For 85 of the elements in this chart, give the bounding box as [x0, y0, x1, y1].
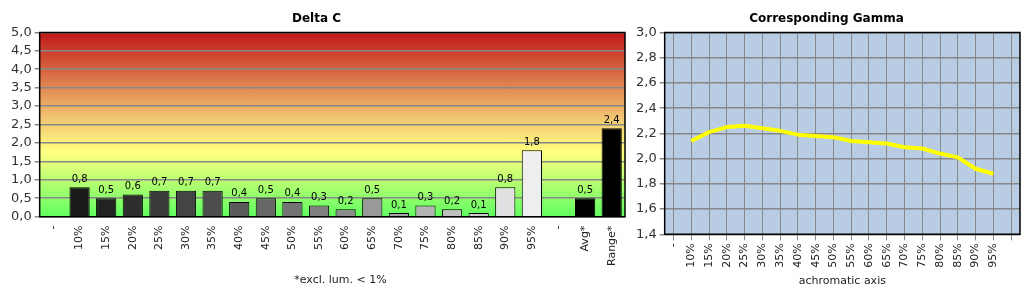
x-tick-label: 55%: [844, 243, 858, 268]
x-tick-label: 50%: [285, 225, 299, 251]
x-tick-label: 85%: [471, 225, 485, 251]
x-tick-label: 80%: [444, 225, 458, 251]
text: *excl. lum. < 1%: [293, 273, 388, 286]
y-tick-label: 4,0: [10, 60, 32, 76]
data-label: 0,5: [364, 183, 381, 195]
data-label: 0,2: [444, 194, 461, 206]
x-tick-label: 95%: [986, 243, 1000, 268]
data-label: 0,1: [470, 198, 487, 210]
y-tick-label: 2,0: [10, 134, 32, 150]
x-tick-label: 70%: [391, 225, 405, 251]
data-label: 0,1: [390, 198, 407, 210]
x-tick-label: 20%: [719, 243, 733, 268]
x-tick-label: 40%: [232, 225, 246, 251]
chart-title: Delta C: [291, 11, 342, 26]
x-tick-label: -: [666, 243, 680, 248]
data-label: 0,2: [337, 194, 354, 206]
x-tick-label: 25%: [152, 225, 166, 251]
x-axis-title: achromatic axis: [798, 274, 887, 288]
x-tick-label: 15%: [99, 225, 113, 251]
x-tick-label: 90%: [968, 243, 982, 268]
y-tick-label: 1,6: [635, 200, 657, 216]
y-tick-label: 1,4: [635, 225, 657, 241]
x-tick-label: 20%: [125, 225, 139, 251]
y-tick-label: 4,5: [10, 42, 32, 58]
x-tick-label: 50%: [826, 243, 840, 268]
x-tick-label: 30%: [178, 225, 192, 251]
chart-title: Corresponding Gamma: [749, 11, 904, 26]
data-label: 0,6: [124, 180, 141, 192]
data-label: 0,7: [178, 176, 194, 188]
y-tick-label: 3,5: [10, 79, 32, 95]
x-tick-label: Avg*: [577, 225, 591, 252]
x-tick-label: 65%: [879, 243, 893, 268]
x-tick-label: -: [551, 225, 565, 230]
x-tick-label: 35%: [773, 243, 787, 268]
data-label: 1,8: [523, 135, 540, 147]
y-tick-label: 3,0: [10, 97, 32, 113]
x-tick-label: 65%: [365, 225, 379, 251]
x-tick-label: 60%: [861, 243, 875, 268]
x-tick-label: 95%: [524, 225, 538, 251]
y-tick-label: 2,5: [10, 115, 32, 131]
y-tick-label: 2,2: [635, 124, 657, 140]
data-label: 0,5: [257, 183, 274, 195]
x-tick-label: 85%: [950, 243, 964, 268]
x-tick-label: 10%: [684, 243, 698, 268]
y-tick-label: 0,0: [10, 208, 32, 224]
data-label: 0,8: [71, 172, 88, 184]
data-label: 2,4: [603, 113, 620, 125]
data-label: 0,4: [231, 187, 248, 199]
data-label: 0,7: [204, 176, 221, 188]
y-tick-label: 2,0: [635, 149, 657, 165]
y-tick-label: 1,0: [10, 171, 32, 187]
data-label: 0,5: [577, 183, 594, 195]
x-tick-label: 25%: [737, 243, 751, 268]
x-tick-label: 90%: [498, 225, 512, 251]
x-tick-label: 35%: [205, 225, 219, 251]
x-tick-label: 55%: [311, 225, 325, 251]
data-label: 0,5: [98, 183, 115, 195]
x-tick-label: Range*: [604, 225, 618, 267]
x-tick-label: 40%: [790, 243, 804, 268]
x-tick-label: 30%: [755, 243, 769, 268]
x-tick-label: 60%: [338, 225, 352, 251]
x-tick-label: 75%: [915, 243, 929, 268]
data-label: 0,8: [497, 172, 514, 184]
x-tick-label: 75%: [418, 225, 432, 251]
x-tick-label: 70%: [897, 243, 911, 268]
y-tick-label: 0,5: [10, 189, 32, 205]
data-label: 0,7: [151, 176, 168, 188]
y-tick-label: 5,0: [10, 23, 32, 39]
y-tick-label: 1,8: [635, 175, 657, 191]
y-tick-label: 2,6: [635, 74, 657, 90]
data-label: 0,3: [311, 191, 327, 203]
data-label: 0,3: [417, 191, 434, 203]
y-tick-label: 2,8: [635, 49, 657, 65]
y-tick-label: 2,4: [635, 99, 657, 115]
x-tick-label: -: [45, 225, 59, 230]
x-tick-label: 10%: [72, 225, 86, 251]
y-tick-label: 1,5: [10, 152, 32, 168]
x-tick-label: 80%: [932, 243, 946, 268]
data-label: 0,4: [284, 187, 301, 199]
x-tick-label: 45%: [258, 225, 272, 251]
x-tick-label: 15%: [701, 243, 715, 268]
x-tick-label: 45%: [808, 243, 822, 268]
y-tick-label: 3,0: [635, 23, 657, 39]
